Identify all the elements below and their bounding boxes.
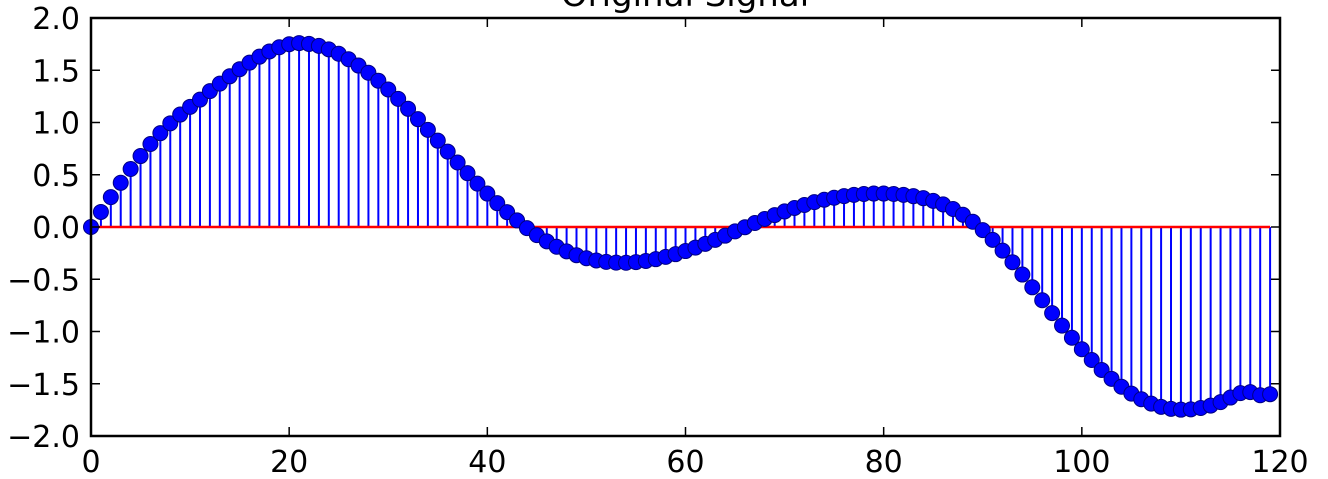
- data-point: [469, 175, 486, 192]
- data-point: [1083, 352, 1100, 369]
- data-point: [1004, 254, 1021, 271]
- data-point: [1054, 317, 1071, 334]
- data-point: [1262, 386, 1279, 403]
- y-tick-label: 0.5: [32, 159, 80, 194]
- data-point: [459, 165, 476, 182]
- chart-title: Original Signal: [561, 0, 809, 15]
- data-point: [429, 132, 446, 149]
- y-tick-label: −0.5: [7, 263, 80, 298]
- x-tick-labels: 0 20 40 60 80 100 120: [81, 445, 1308, 479]
- data-point: [380, 81, 397, 98]
- data-point: [1073, 341, 1090, 358]
- data-point: [142, 136, 159, 153]
- y-tick-label: −1.5: [7, 368, 80, 403]
- y-tick-label: −1.0: [7, 316, 80, 351]
- x-tick-label: 60: [666, 445, 704, 479]
- x-tick-label: 100: [1053, 445, 1110, 479]
- data-point: [132, 148, 149, 165]
- data-point: [994, 242, 1011, 259]
- y-tick-label: 0.0: [32, 211, 80, 246]
- data-point: [419, 121, 436, 138]
- y-tick-label: 2.0: [32, 2, 80, 37]
- x-tick-label: 80: [865, 445, 903, 479]
- data-point: [479, 185, 496, 202]
- data-point: [449, 154, 466, 171]
- x-tick-label: 120: [1251, 445, 1308, 479]
- data-point: [1093, 361, 1110, 378]
- x-tick-label: 0: [81, 445, 100, 479]
- data-point: [122, 161, 139, 178]
- x-tick-label: 40: [468, 445, 506, 479]
- data-point: [984, 231, 1001, 248]
- data-point: [92, 203, 109, 220]
- data-point: [1044, 305, 1061, 322]
- y-tick-label: −2.0: [7, 420, 80, 455]
- data-point: [1014, 266, 1031, 283]
- data-point: [409, 111, 426, 128]
- stem-lines: [99, 43, 1272, 410]
- data-point: [400, 100, 417, 117]
- data-point: [489, 195, 506, 212]
- data-point: [152, 125, 169, 142]
- data-point: [112, 174, 129, 191]
- data-point: [439, 143, 456, 160]
- y-tick-label: 1.5: [32, 54, 80, 89]
- data-point: [1034, 292, 1051, 309]
- data-point: [1024, 279, 1041, 296]
- y-tick-labels: 2.0 1.5 1.0 0.5 0.0 −0.5 −1.0 −1.5 −2.0: [7, 2, 80, 455]
- y-tick-label: 1.0: [32, 107, 80, 142]
- data-point: [102, 189, 119, 206]
- data-point: [974, 222, 991, 239]
- axis-ticks: [90, 17, 1281, 437]
- data-point: [390, 90, 407, 107]
- data-point: [1063, 329, 1080, 346]
- x-tick-label: 20: [270, 445, 308, 479]
